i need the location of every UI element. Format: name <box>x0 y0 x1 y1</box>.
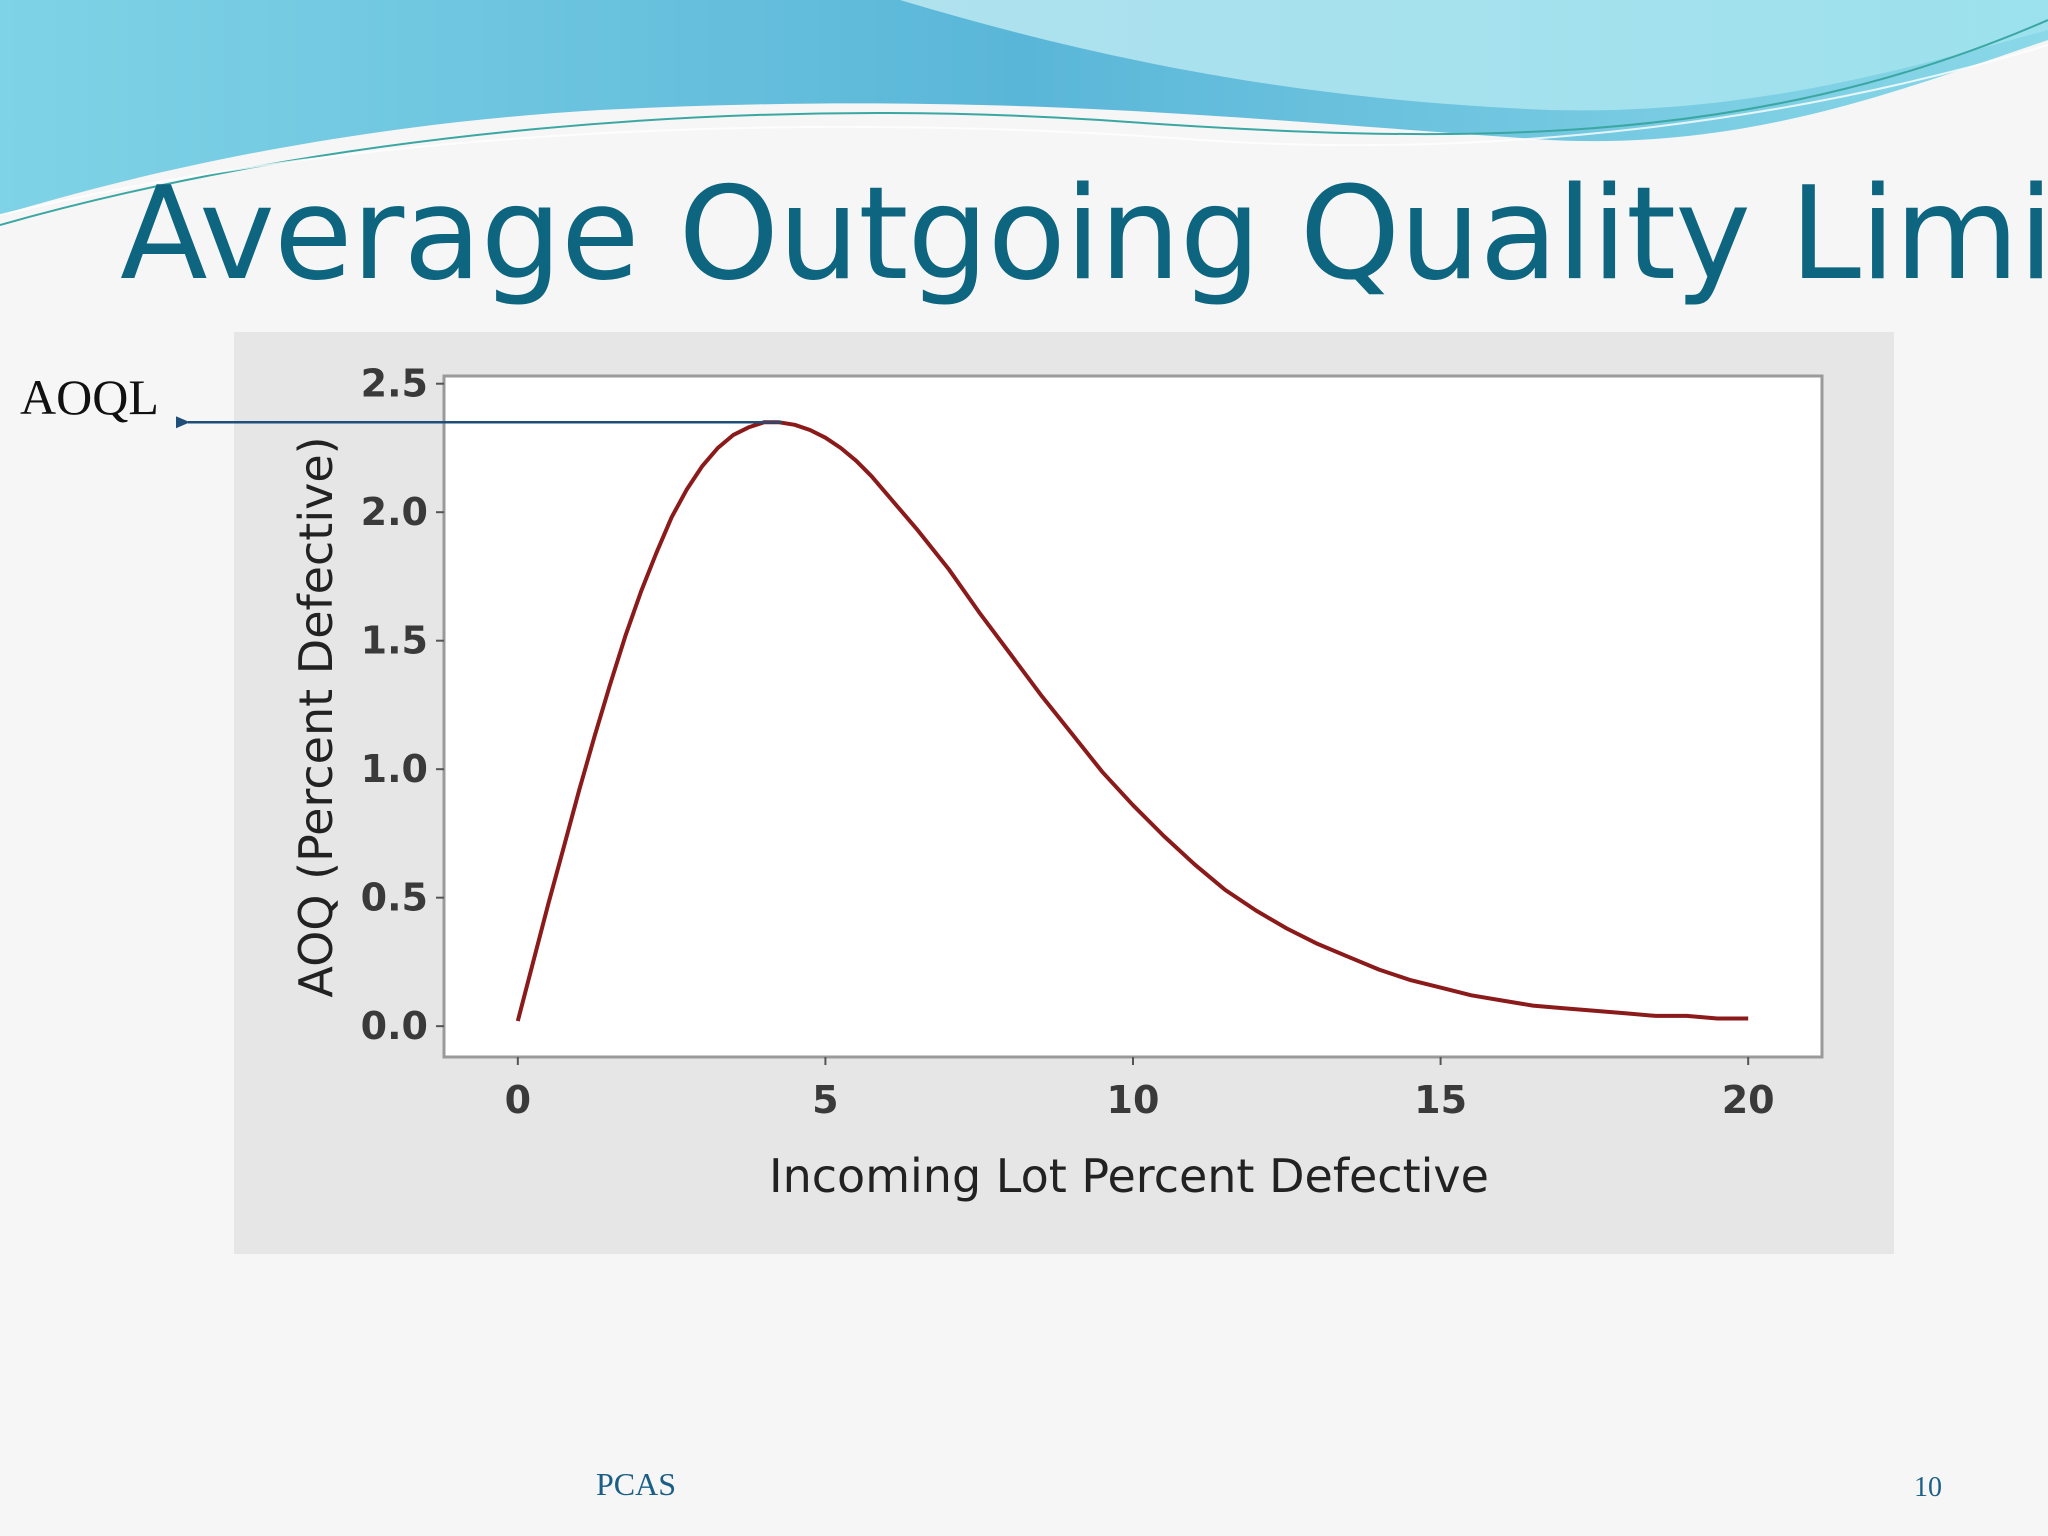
x-tick-label: 10 <box>1107 1078 1160 1122</box>
y-axis: 0.0 0.5 1.0 1.5 2.0 2.5 <box>361 362 444 1048</box>
y-axis-title: AOQ (Percent Defective) <box>289 436 343 997</box>
x-tick-label: 5 <box>812 1078 838 1122</box>
x-axis: 0 5 10 15 20 <box>505 1057 1775 1122</box>
y-tick-label: 2.5 <box>361 362 428 406</box>
aoql-annotation-label: AOQL <box>20 369 159 425</box>
header-wave-decoration <box>0 0 2048 226</box>
y-tick-label: 0.5 <box>361 876 428 920</box>
y-tick-label: 1.0 <box>361 747 428 791</box>
slide-title: Average Outgoing Quality Limit <box>120 160 2048 309</box>
y-tick-label: 1.5 <box>361 619 428 663</box>
y-tick-label: 0.0 <box>361 1004 428 1048</box>
y-tick-label: 2.0 <box>361 490 428 534</box>
x-tick-label: 0 <box>505 1078 531 1122</box>
footer-text: PCAS <box>596 1466 677 1502</box>
aoq-curve <box>515 420 1749 1022</box>
x-tick-label: 15 <box>1414 1078 1467 1122</box>
x-tick-label: 20 <box>1722 1078 1775 1122</box>
x-axis-title: Incoming Lot Percent Defective <box>769 1149 1489 1203</box>
plot-area <box>442 374 1824 1059</box>
page-number: 10 <box>1914 1472 1942 1503</box>
